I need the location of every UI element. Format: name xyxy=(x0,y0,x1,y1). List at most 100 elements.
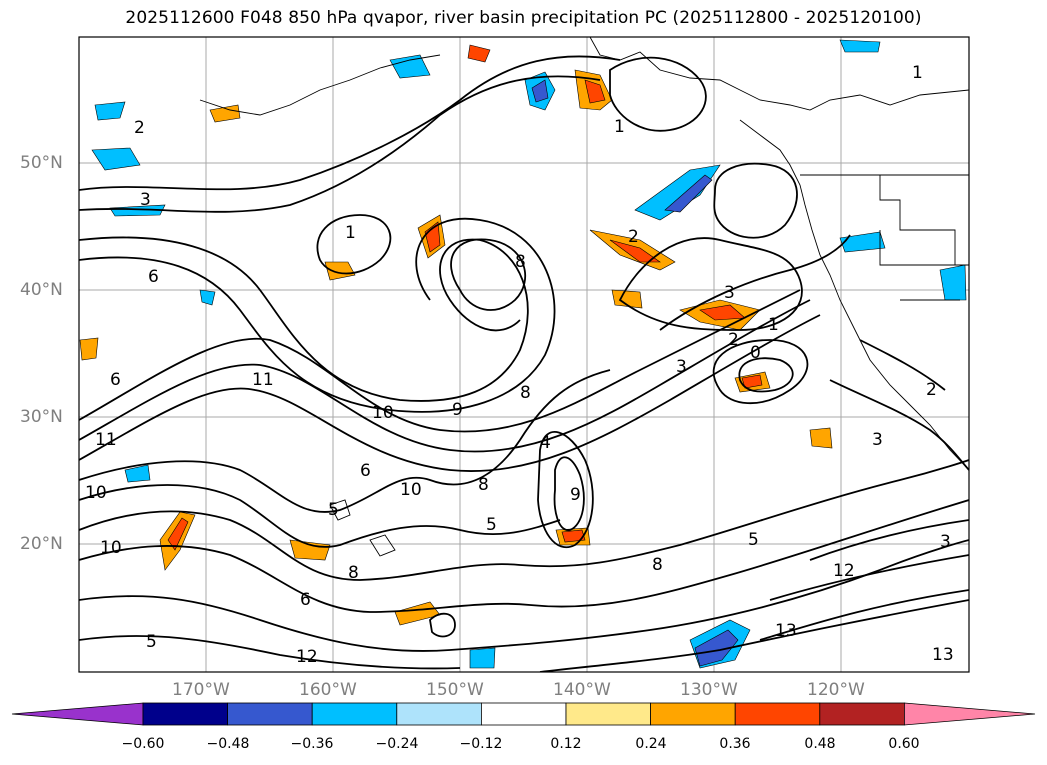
contour-line xyxy=(79,236,529,402)
contour-line xyxy=(79,55,621,191)
precip-patch xyxy=(809,427,833,449)
contour-label: 6 xyxy=(360,461,371,481)
contour-line xyxy=(79,299,811,453)
contour-label: 8 xyxy=(520,383,531,403)
contour-label: 10 xyxy=(400,480,422,500)
lon-label: 140°W xyxy=(553,680,611,700)
contour-line xyxy=(79,217,556,413)
contour-label: 5 xyxy=(146,632,157,652)
contour-label: 8 xyxy=(348,563,359,583)
contour-line xyxy=(713,162,798,239)
precip-patch xyxy=(124,464,151,483)
precip-patch xyxy=(109,204,166,217)
contour-label: 13 xyxy=(932,645,954,665)
contour-line xyxy=(79,289,801,433)
contour-label: 13 xyxy=(775,621,797,641)
contour-line xyxy=(79,459,969,581)
colorbar-tick: −0.48 xyxy=(206,736,250,752)
contour-line xyxy=(659,234,851,331)
precip-patch xyxy=(94,101,126,121)
lon-label: 120°W xyxy=(807,680,865,700)
contour-label: 6 xyxy=(148,267,159,287)
precip-patch xyxy=(199,289,216,306)
precip-patch xyxy=(91,147,141,171)
lon-label: 150°W xyxy=(426,680,484,700)
contour-line xyxy=(859,339,946,391)
colorbar-segment xyxy=(650,702,736,726)
colorbar-tick: 0.36 xyxy=(719,736,751,752)
coastline-aleutians xyxy=(199,54,441,116)
colorbar-segment xyxy=(734,702,821,726)
coastlines xyxy=(199,37,969,557)
contour-line xyxy=(537,431,594,548)
contour-label: 11 xyxy=(95,430,117,450)
precip-patch xyxy=(469,647,496,669)
contour-label: 1 xyxy=(912,63,923,83)
contour-label: 12 xyxy=(833,561,855,581)
lon-label: 170°W xyxy=(172,680,230,700)
precip-patch xyxy=(664,174,713,213)
precip-patch xyxy=(561,529,586,543)
contour-label: 12 xyxy=(296,647,318,667)
contour-label: 6 xyxy=(300,590,311,610)
contour-line xyxy=(79,369,611,513)
contour-line xyxy=(553,456,585,531)
precip-patch xyxy=(609,239,661,263)
contour-label: 11 xyxy=(252,370,274,390)
contour-label: 0 xyxy=(750,343,761,363)
contour-label: 2 xyxy=(134,118,145,138)
contour-line xyxy=(79,314,821,472)
precip-patch xyxy=(289,539,331,561)
colorbar-segment xyxy=(565,702,651,726)
precip-patch xyxy=(531,79,549,103)
contour-label: 3 xyxy=(940,532,951,552)
colorbar-segment xyxy=(227,702,313,726)
precip-patch xyxy=(741,374,763,389)
colorbar-tick: 0.24 xyxy=(635,736,667,752)
lat-label: 50°N xyxy=(20,153,63,173)
contour-label: 3 xyxy=(676,357,687,377)
precip-patch xyxy=(389,54,431,79)
colorbar-tick: 0.60 xyxy=(888,736,920,752)
contour-label: 3 xyxy=(140,190,151,210)
precip-patch xyxy=(939,264,967,301)
lat-label: 20°N xyxy=(20,534,63,554)
contour-label: 10 xyxy=(100,538,122,558)
colorbar-tick: −0.36 xyxy=(290,736,334,752)
colorbar-tick: −0.24 xyxy=(375,736,419,752)
contour-label: 6 xyxy=(110,370,121,390)
coastline-hawaii xyxy=(329,499,396,557)
qvapor-contours xyxy=(79,55,969,672)
contour-line xyxy=(79,539,969,652)
contour-label: 2 xyxy=(926,380,937,400)
colorbar-segment xyxy=(142,702,228,726)
colorbar-segment xyxy=(819,702,905,726)
colorbar xyxy=(11,702,1036,726)
contour-line xyxy=(618,237,803,331)
contour-line xyxy=(712,339,809,405)
contour-label: 1 xyxy=(614,117,625,137)
contour-line xyxy=(79,499,969,613)
contour-line xyxy=(79,484,561,548)
coastline-alaska xyxy=(589,37,969,111)
contour-label: 8 xyxy=(478,475,489,495)
precip-patch xyxy=(424,221,441,253)
precip-patch xyxy=(611,289,643,309)
precip-patch xyxy=(79,337,99,361)
border-states xyxy=(879,175,969,301)
contour-label: 3 xyxy=(724,283,735,303)
lat-label: 40°N xyxy=(20,280,63,300)
contour-line xyxy=(79,75,601,213)
contour-line xyxy=(429,612,456,638)
contour-label: 2 xyxy=(728,330,739,350)
contour-label: 8 xyxy=(652,555,663,575)
colorbar-tick: −0.12 xyxy=(459,736,503,752)
colorbar-segment xyxy=(311,702,398,726)
map-frame xyxy=(78,36,970,673)
contour-label: 8 xyxy=(515,252,526,272)
contour-line xyxy=(759,589,969,641)
contour-line xyxy=(539,599,969,672)
contour-label: 5 xyxy=(328,500,339,520)
contour-label: 4 xyxy=(540,433,551,453)
